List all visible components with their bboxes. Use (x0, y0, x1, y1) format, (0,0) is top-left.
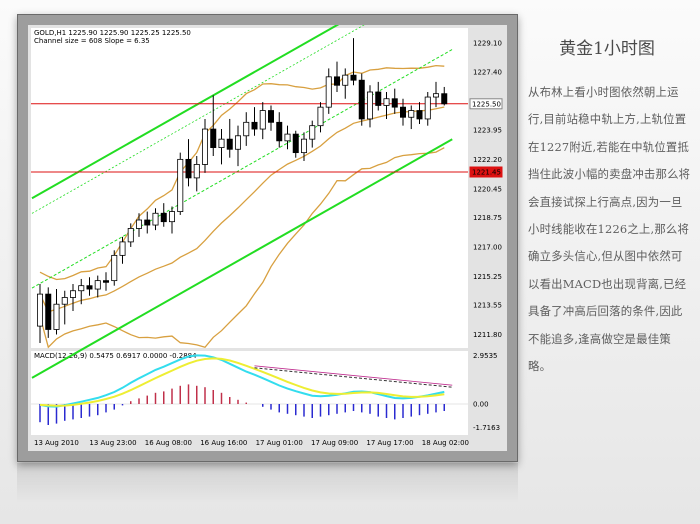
price-badge-level-box (469, 166, 503, 178)
price-badge-current: 1225.50 (472, 100, 501, 108)
candle[interactable] (317, 106, 324, 127)
bollinger-lower-line (39, 147, 445, 349)
candle[interactable] (94, 280, 101, 290)
candle[interactable] (441, 93, 448, 105)
frame-reflection (17, 463, 518, 503)
candle[interactable] (391, 98, 398, 108)
channel-middle-line (31, 49, 453, 289)
price-tick-label: 1220.45 (473, 185, 502, 193)
candle[interactable] (416, 110, 423, 120)
candle[interactable] (432, 93, 439, 98)
price-tick-label: 1222.20 (473, 156, 502, 164)
candle[interactable] (61, 297, 68, 305)
candle[interactable] (193, 164, 200, 179)
channel-inner-line (31, 25, 365, 214)
candle[interactable] (160, 212, 167, 223)
candle[interactable] (284, 133, 291, 142)
candle[interactable] (243, 121, 250, 137)
candle[interactable] (259, 110, 266, 130)
price-badge-level: 1221.45 (472, 169, 501, 177)
candle[interactable] (251, 121, 258, 130)
candle[interactable] (168, 211, 175, 223)
price-badge-current-box (469, 98, 503, 110)
candle[interactable] (103, 280, 110, 283)
chart-header-line2: Channel size = 608 Slope = 6.35 (34, 37, 150, 45)
candle[interactable] (234, 135, 241, 150)
side-title: 黄金1小时图 (559, 39, 655, 59)
chart-frame: 1225.50 GOLD,H1 1225.90 1225.90 1225.25 … (17, 14, 518, 462)
candle[interactable] (300, 138, 307, 154)
candle[interactable] (111, 254, 118, 282)
time-tick-label: 13 Aug 23:00 (89, 439, 136, 447)
candle[interactable] (366, 91, 373, 120)
candle[interactable] (358, 79, 365, 120)
candle[interactable] (177, 158, 184, 212)
candle[interactable] (226, 138, 233, 150)
candle[interactable] (309, 125, 316, 140)
candle[interactable] (210, 128, 217, 148)
price-tick-label: 1223.95 (473, 126, 502, 134)
candle[interactable] (152, 212, 159, 226)
candle[interactable] (185, 158, 192, 179)
price-tick-label: 1213.55 (473, 302, 502, 310)
candle[interactable] (325, 76, 332, 108)
price-tick-label: 1215.25 (473, 273, 502, 281)
candle[interactable] (383, 98, 390, 106)
channel-upper-line (31, 25, 340, 200)
candle[interactable] (36, 293, 43, 327)
price-tick-label: 1227.40 (473, 68, 502, 76)
candle[interactable] (424, 96, 431, 120)
candle[interactable] (53, 303, 60, 330)
candle[interactable] (218, 138, 225, 148)
macd-tick-label: 2.9535 (473, 352, 498, 360)
time-tick-label: 17 Aug 09:00 (311, 439, 358, 447)
candle[interactable] (45, 293, 52, 330)
side-text: 从布林上看小时图依然朝上运行,目前站稳中轨上方,上轨位置在1227附近,若能在中… (528, 85, 691, 374)
time-tick-label: 16 Aug 16:00 (200, 439, 247, 447)
candle[interactable] (342, 74, 349, 86)
time-tick-label: 17 Aug 01:00 (256, 439, 303, 447)
candle[interactable] (333, 76, 340, 86)
candle[interactable] (408, 110, 415, 118)
price-tick-label: 1229.10 (473, 40, 502, 48)
time-tick-label: 13 Aug 2010 (34, 439, 79, 447)
side-panel: 黄金1小时图 从布林上看小时图依然朝上运行,目前站稳中轨上方,上轨位置在1227… (522, 28, 692, 380)
price-tick-label: 1211.80 (473, 331, 502, 339)
macd-divergence-line-2 (254, 365, 453, 386)
candle[interactable] (78, 285, 85, 292)
candle[interactable] (399, 106, 406, 118)
time-tick-label: 17 Aug 17:00 (366, 439, 413, 447)
big-price-watermark: 1225.50 (34, 53, 198, 94)
candle[interactable] (144, 219, 151, 226)
price-tick-label: 1218.75 (473, 214, 502, 222)
channel-lower-line (31, 138, 453, 379)
macd-header: MACD(12,26,9) 0.5475 0.6917 0.0000 -0.28… (34, 352, 197, 360)
candle[interactable] (292, 133, 299, 154)
gold-h1-chart[interactable]: 1225.50 GOLD,H1 1225.90 1225.90 1225.25 … (28, 25, 507, 451)
macd-tick-label: -1.7163 (473, 424, 500, 432)
chart-header-line1: GOLD,H1 1225.90 1225.90 1225.25 1225.50 (34, 29, 191, 37)
candle[interactable] (375, 91, 382, 106)
candle[interactable] (86, 285, 93, 290)
candle[interactable] (201, 128, 208, 165)
macd-signal-line (39, 357, 445, 407)
chart-window: 1225.50 GOLD,H1 1225.90 1225.90 1225.25 … (28, 25, 507, 451)
candle[interactable] (350, 74, 357, 81)
time-axis-bar (31, 435, 468, 449)
bollinger-middle-line (39, 106, 445, 313)
macd-panel (31, 351, 468, 435)
candle[interactable] (267, 110, 274, 123)
macd-divergence-line (254, 367, 453, 388)
price-tick-label: 1217.00 (473, 243, 502, 251)
candle[interactable] (276, 121, 283, 142)
bollinger-upper-line (39, 64, 445, 281)
candle[interactable] (136, 219, 143, 229)
macd-tick-label: 0.00 (473, 401, 489, 409)
time-tick-label: 16 Aug 08:00 (145, 439, 192, 447)
candle[interactable] (119, 241, 126, 256)
candle[interactable] (127, 228, 134, 243)
candle[interactable] (70, 290, 77, 298)
time-tick-label: 18 Aug 02:00 (422, 439, 469, 447)
